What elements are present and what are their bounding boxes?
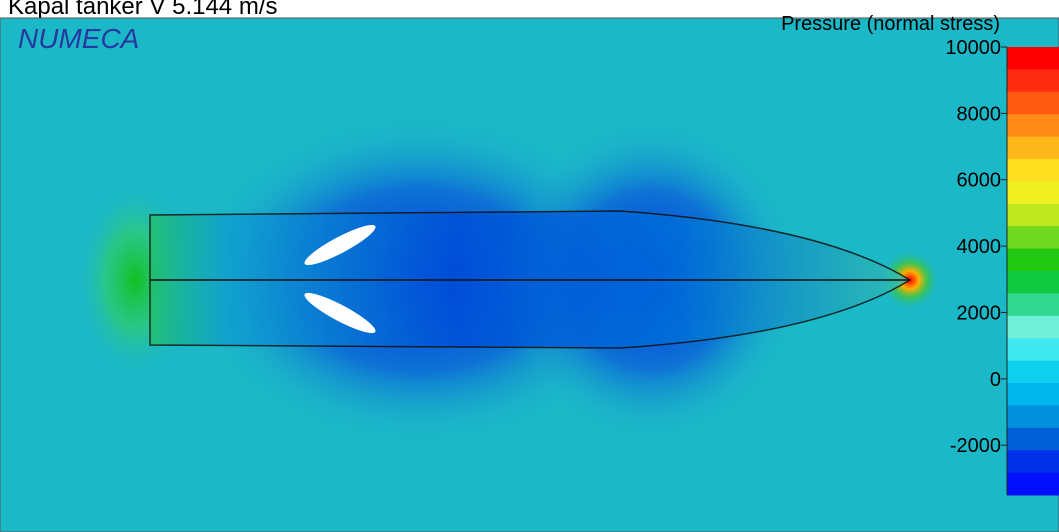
colorbar-segment (1007, 338, 1059, 362)
fin (304, 292, 376, 334)
colorbar-segment (1007, 226, 1059, 250)
colorbar-segment (1007, 159, 1059, 182)
tick-label: 10000 (945, 37, 1001, 59)
colorbar-segment (1007, 91, 1059, 115)
colorbar-segment (1007, 427, 1059, 451)
colorbar-segment (1007, 203, 1059, 227)
colorbar-segment (1007, 271, 1059, 294)
colorbar-segment (1007, 383, 1059, 406)
colorbar: 10000 8000 6000 4000 2000 0 -2000 (945, 37, 1059, 496)
colorbar-segment (1007, 181, 1059, 205)
tick-label: 6000 (957, 170, 1002, 192)
header-title: Kapal tanker V 5.144 m/s (8, 0, 277, 20)
tick-label: 2000 (957, 302, 1002, 324)
fin (304, 224, 376, 266)
colorbar-segment (1007, 472, 1059, 496)
colorbar-segment (1007, 450, 1059, 474)
colorbar-segment (1007, 47, 1059, 70)
colorbar-segment (1007, 248, 1059, 272)
tick-label: 0 (990, 369, 1001, 391)
colorbar-segment (1007, 114, 1059, 138)
colorbar-segment (1007, 136, 1059, 160)
colorbar-segment (1007, 315, 1059, 339)
tick-label: 8000 (957, 103, 1002, 125)
colorbar-segment (1007, 360, 1059, 384)
colorbar-segment (1007, 405, 1059, 429)
colorbar-segment (1007, 69, 1059, 93)
logo: NUMECA (18, 23, 139, 54)
colorbar-title: Pressure (normal stress) (781, 13, 1000, 35)
tick-label: -2000 (950, 435, 1001, 457)
colorbar-segment (1007, 293, 1059, 317)
tick-label: 4000 (957, 236, 1002, 258)
